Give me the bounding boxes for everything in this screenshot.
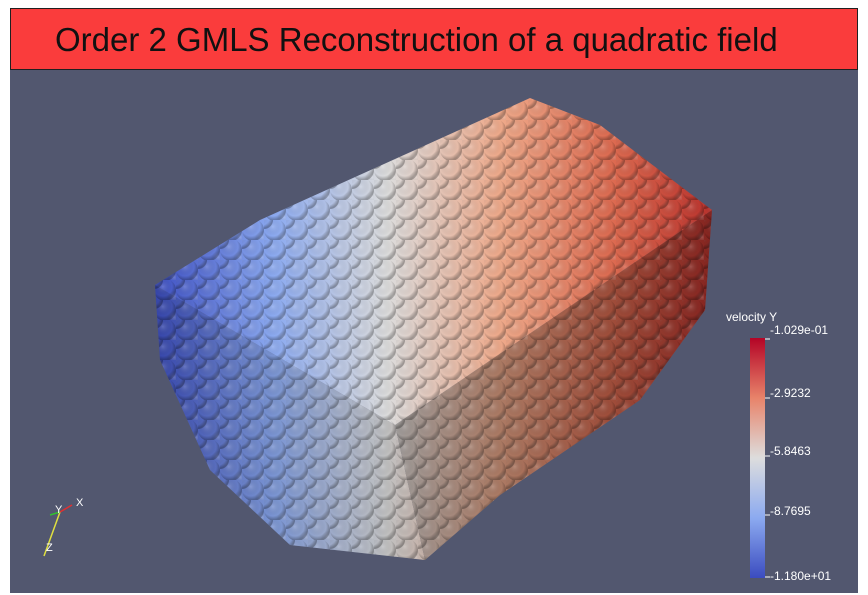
colorbar-title: velocity Y (726, 310, 777, 324)
axis-label: Z (46, 542, 53, 554)
colorbar-label: -5.8463 (770, 444, 811, 458)
axis-label: X (76, 497, 84, 509)
colorbar-ramp (750, 338, 765, 578)
colorbar: velocity Y -1.029e-01 -2.9232 -5.8463 -8… (726, 310, 831, 583)
axis-label: Y (55, 504, 63, 516)
colorbar-label: -2.9232 (770, 386, 811, 400)
colorbar-ticks (765, 338, 770, 578)
particle-block (155, 98, 712, 560)
title-banner: Order 2 GMLS Reconstruction of a quadrat… (10, 8, 858, 70)
colorbar-label: -1.180e+01 (770, 569, 831, 583)
colorbar-label: -1.029e-01 (770, 323, 828, 337)
colorbar-label: -8.7695 (770, 504, 811, 518)
orientation-axes: Y X Z (43, 497, 84, 557)
